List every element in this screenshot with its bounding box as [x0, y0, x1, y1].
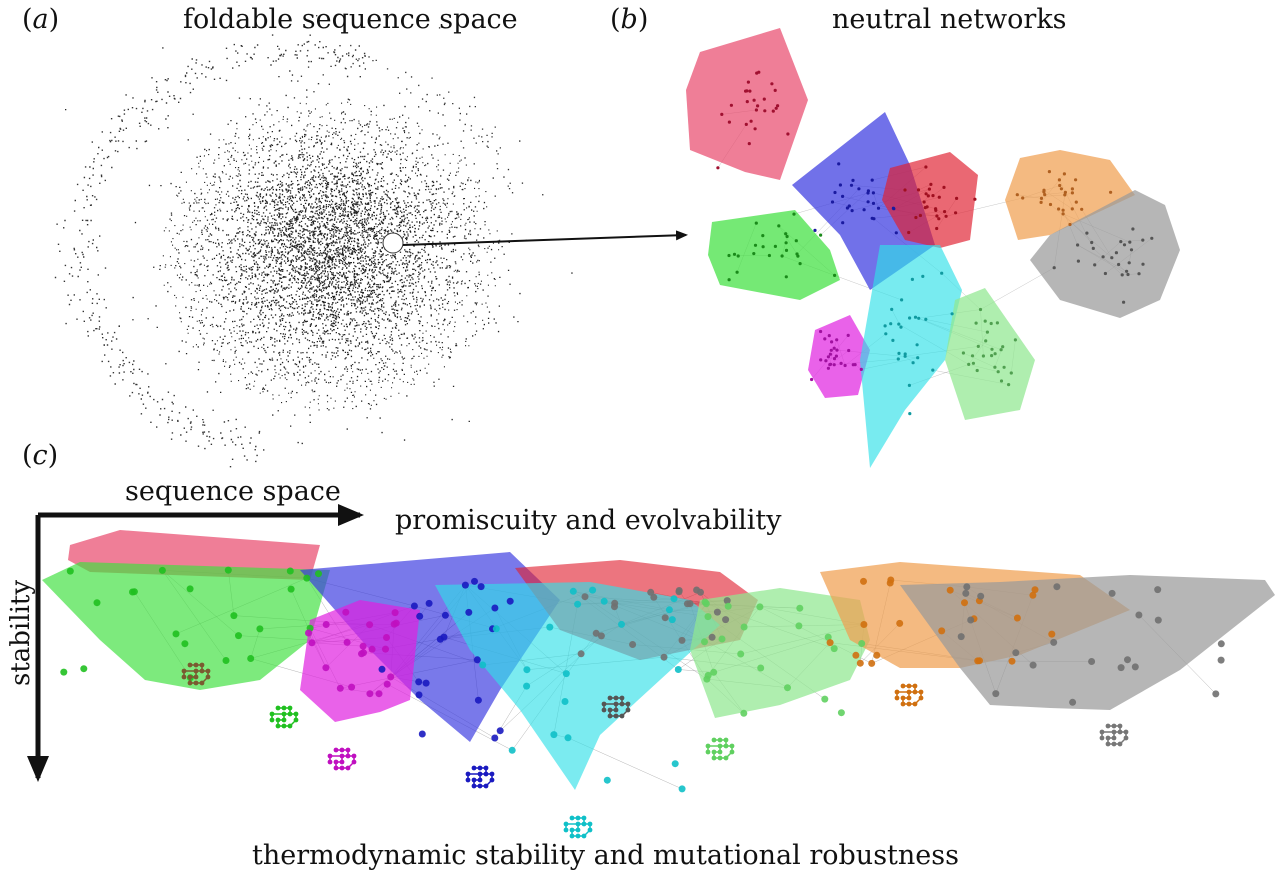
landscape-green — [42, 562, 330, 690]
network-red — [882, 152, 978, 248]
landscape-nodes — [60, 566, 1225, 793]
landscape-grey — [900, 575, 1275, 710]
highlight-circle-outline — [382, 232, 404, 254]
network-pink — [686, 28, 808, 180]
panel-b-title: neutral networks — [832, 4, 1067, 35]
panel-c-tag: (c) — [22, 440, 59, 471]
panel-b-tag: (b) — [610, 4, 649, 35]
stability-robustness-label: thermodynamic stability and mutational r… — [252, 840, 959, 871]
network-magenta — [808, 315, 870, 398]
network-green — [708, 210, 840, 300]
landscape-cyan — [435, 582, 720, 790]
panel-a-tag: (a) — [22, 4, 60, 35]
landscape-lightgreen — [690, 588, 870, 718]
network-orange — [1005, 150, 1135, 240]
network-lightgreen — [945, 288, 1035, 420]
zoom-arrow — [402, 230, 688, 246]
sequence-cloud — [65, 15, 573, 445]
highlight-circle — [382, 232, 404, 254]
sequence-space-axis-label: sequence space — [125, 476, 341, 507]
protein-structure-glyphs — [181, 662, 1129, 839]
landscape-magenta — [300, 600, 420, 722]
panel-a-title: foldable sequence space — [183, 4, 518, 35]
promiscuity-label: promiscuity and evolvability — [395, 505, 782, 536]
network-nodes — [716, 70, 1154, 416]
network-cyan — [860, 245, 962, 468]
network-grey — [1030, 190, 1180, 318]
